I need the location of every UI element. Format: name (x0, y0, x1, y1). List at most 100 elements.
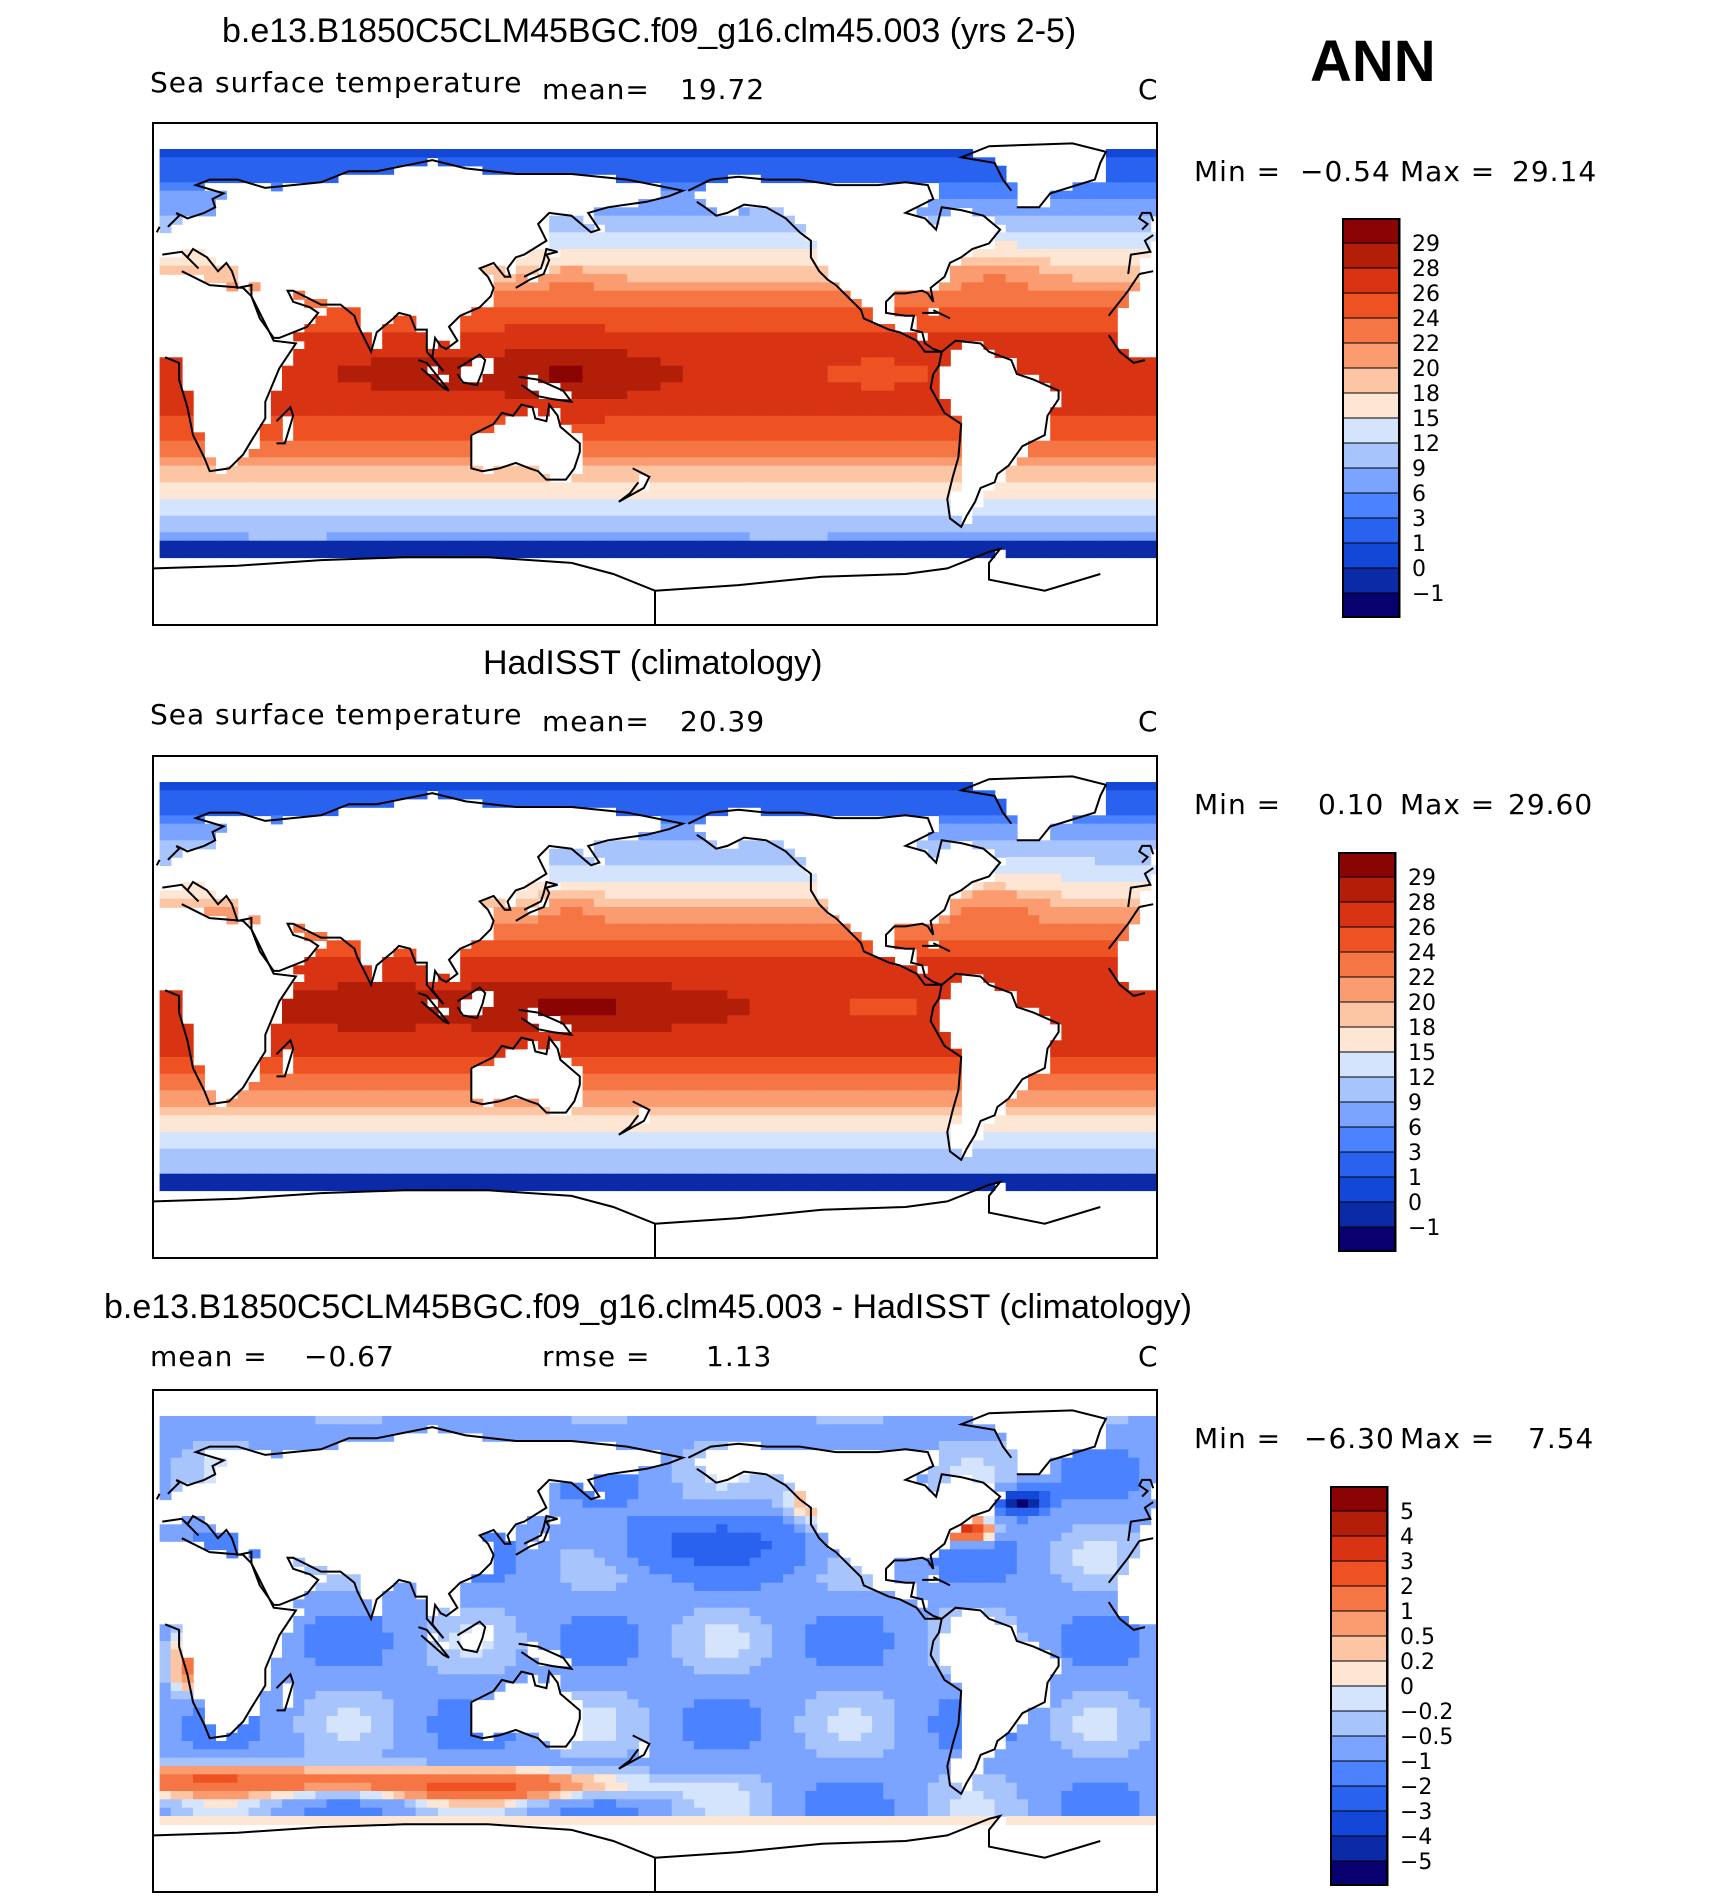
field-cell (293, 998, 306, 1008)
field-cell (872, 390, 884, 400)
field-cell (593, 465, 606, 475)
field-cell (627, 532, 640, 542)
field-cell (1117, 232, 1129, 242)
field-cell (549, 165, 562, 175)
field-cell (916, 982, 929, 992)
field-cell (304, 357, 317, 367)
field-cell (270, 449, 283, 459)
field-cell (1028, 998, 1040, 1008)
field-cell (671, 157, 684, 167)
field-cell (1117, 1015, 1129, 1025)
field-cell (527, 332, 539, 342)
field-cell (727, 332, 740, 342)
field-cell (694, 465, 706, 475)
field-cell (415, 382, 428, 392)
field-cell (938, 349, 951, 359)
field-cell (460, 424, 473, 434)
field-cell (337, 449, 350, 459)
field-cell (538, 149, 550, 159)
field-cell (616, 215, 628, 225)
field-cell (1072, 532, 1085, 542)
field-cell (293, 782, 306, 792)
field-cell (549, 932, 562, 942)
field-cell (493, 524, 506, 534)
field-cell (783, 532, 795, 542)
field-cell (705, 857, 717, 867)
field-cell (827, 315, 840, 325)
field-cell (827, 1023, 840, 1033)
field-cell (582, 149, 595, 159)
field-cell (193, 524, 205, 534)
field-cell (1083, 357, 1096, 367)
field-cell (671, 357, 684, 367)
field-cell (482, 399, 495, 409)
field-cell (515, 524, 528, 534)
field-cell (771, 274, 784, 284)
field-cell (282, 474, 294, 484)
field-cell (1083, 998, 1096, 1008)
field-cell (916, 1032, 929, 1042)
colorbar-swatch (1341, 467, 1401, 494)
field-cell (582, 1032, 595, 1042)
field-cell (1128, 415, 1141, 425)
field-cell (827, 990, 840, 1000)
field-cell (638, 240, 651, 250)
field-cell (360, 524, 372, 534)
field-cell (326, 474, 339, 484)
field-cell (1005, 482, 1018, 492)
field-cell (326, 1023, 339, 1033)
field-cell (226, 157, 239, 167)
field-cell (872, 340, 884, 350)
field-cell (159, 890, 172, 900)
field-cell (627, 424, 640, 434)
field-cell (1083, 840, 1096, 850)
field-cell (193, 174, 205, 184)
field-cell (181, 190, 194, 200)
field-cell (1050, 482, 1063, 492)
field-cell (616, 290, 628, 300)
field-cell (783, 457, 795, 467)
field-cell (1028, 965, 1040, 975)
field-cell (749, 440, 762, 450)
field-cell (304, 449, 317, 459)
field-cell (181, 1032, 194, 1042)
field-cell (749, 274, 762, 284)
field-cell (1083, 948, 1096, 958)
field-cell (838, 973, 851, 983)
field-cell (1105, 224, 1118, 234)
field-cell (627, 332, 640, 342)
field-cell (371, 490, 383, 500)
field-cell (872, 157, 884, 167)
field-cell (783, 932, 795, 942)
field-cell (360, 790, 372, 800)
field-cell (1139, 807, 1152, 817)
field-cell (1016, 457, 1029, 467)
field-cell (337, 324, 350, 334)
field-cell (426, 432, 439, 442)
field-cell (493, 390, 506, 400)
field-cell (1061, 390, 1074, 400)
field-cell (716, 1032, 729, 1042)
field-cell (660, 340, 673, 350)
field-cell (571, 224, 584, 234)
field-cell (682, 149, 695, 159)
field-cell (916, 782, 929, 792)
field-cell (705, 890, 717, 900)
field-cell (716, 249, 729, 259)
field-cell (649, 324, 662, 334)
field-cell (705, 482, 717, 492)
field-cell (671, 149, 684, 159)
field-cell (193, 207, 205, 217)
field-cell (649, 474, 662, 484)
field-cell (771, 157, 784, 167)
field-cell (771, 957, 784, 967)
field-cell (1105, 474, 1118, 484)
field-cell (738, 540, 751, 550)
field-cell (705, 349, 717, 359)
field-cell (1105, 407, 1118, 417)
field-cell (515, 1032, 528, 1042)
field-cell (950, 165, 962, 175)
field-cell (638, 848, 651, 858)
field-cell (159, 1007, 172, 1017)
field-cell (437, 1032, 450, 1042)
